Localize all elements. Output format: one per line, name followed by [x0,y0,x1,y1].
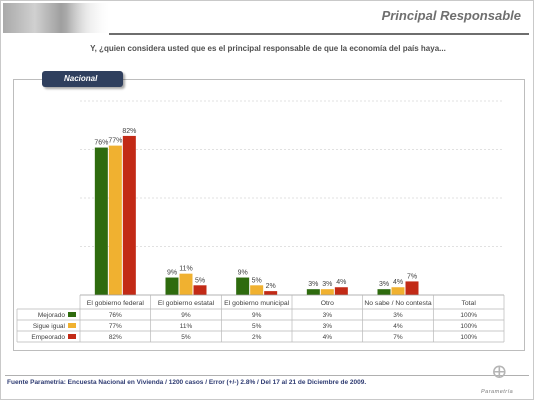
table-cell: 77% [109,323,122,330]
bar-data-label: 7% [407,273,417,280]
table-cell: 3% [323,312,333,319]
table-cell: 100% [460,334,477,341]
legend-label: Sigue igual [33,323,66,330]
logo-text: Parametría [481,389,514,395]
bar [334,287,348,295]
legend-label: Mejorado [38,312,65,319]
table-cell: 76% [109,312,122,319]
survey-question: Y, ¿quien considera usted que es el prin… [90,44,446,53]
bar [306,289,320,295]
header-photo-fade [3,3,109,33]
bar [405,281,419,295]
header-rule [109,33,529,35]
table-cell: 9% [252,312,262,319]
tab-nacional[interactable]: Nacional [42,71,123,87]
bar [94,147,108,295]
table-cell: 3% [393,312,403,319]
bar [165,277,179,295]
logo-mark-icon: ⊕ [491,359,508,383]
bar [250,285,264,295]
legend-swatch [68,312,76,317]
bar-data-label: 9% [238,270,248,277]
bar-data-label: 9% [167,270,177,277]
table-cell: 11% [180,323,193,330]
legend-swatch [68,334,76,339]
table-cell: 2% [252,334,262,341]
category-label: Total [461,300,476,307]
legend-label: Empeorado [31,334,65,341]
bar-data-label: 3% [308,281,318,288]
bar-data-label: 2% [266,283,276,290]
table-cell: 5% [181,334,191,341]
bar-data-label: 76% [94,140,108,147]
table-cell: 100% [460,323,477,330]
bar [179,273,193,295]
bar-data-label: 11% [179,266,193,273]
bar [193,285,207,295]
table-cell: 9% [181,312,191,319]
bar-data-label: 4% [393,279,403,286]
bar [236,277,250,295]
bar-data-label: 4% [336,279,346,286]
bar [122,135,136,295]
bar-data-label: 3% [379,281,389,288]
bar [391,287,405,295]
source-note: Fuente Parametría: Encuesta Nacional en … [7,379,367,386]
category-label: No sabe / No contesta [364,300,431,307]
table-cell: 82% [109,334,122,341]
bar-data-label: 3% [322,281,332,288]
table-cell: 4% [393,323,403,330]
bar-data-label: 5% [195,277,205,284]
parametria-logo: ⊕ Parametría [479,357,527,397]
bar [320,289,334,295]
bar [377,289,391,295]
table-cell: 100% [460,312,477,319]
bar-data-label: 82% [122,128,136,135]
category-label: El gobierno estatal [158,300,215,307]
category-label: El gobierno municipal [224,300,289,307]
bar [108,145,122,295]
legend-swatch [68,323,76,328]
category-label: Otro [321,300,334,307]
bar-data-label: 77% [108,138,122,145]
table-cell: 3% [323,323,333,330]
bar-data-label: 5% [252,277,262,284]
category-label: El gobierno federal [87,300,145,307]
table-cell: 5% [252,323,262,330]
page-title: Principal Responsable [381,8,521,23]
table-cell: 4% [323,334,333,341]
table-cell: 7% [393,334,403,341]
bar [264,291,278,295]
footer-rule [5,375,529,376]
